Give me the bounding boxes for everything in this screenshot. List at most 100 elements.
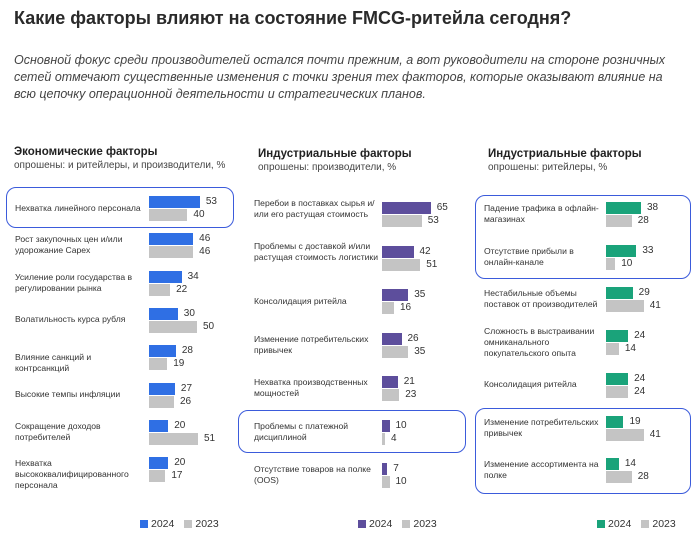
highlight-box [475, 195, 691, 279]
bar-2024 [382, 289, 409, 301]
category-label: Сокращение доходов потребителей [15, 420, 101, 442]
highlight-box [6, 187, 234, 228]
category-label: Падение трафика в офлайн-магазинах [484, 203, 599, 224]
category-label: Изменение ассортимента на полке [484, 459, 599, 481]
chart-title: Индустриальные факторы [488, 148, 642, 160]
legend-swatch [597, 520, 605, 528]
value-label-2024: 10 [395, 419, 407, 431]
category-label: Нестабильные объемы поставок от производ… [484, 288, 598, 310]
value-label-2024: 24 [634, 372, 646, 384]
category-label: Консолидация ритейла [484, 379, 577, 390]
value-label-2024: 21 [403, 376, 415, 387]
category-label: Сложность в выстраивании омниканального … [484, 325, 595, 358]
bar-2024 [382, 463, 388, 475]
value-label-2024: 14 [624, 458, 636, 470]
value-label-2024: 53 [205, 196, 217, 207]
bar-2024 [382, 376, 398, 388]
value-label-2023: 14 [624, 343, 636, 355]
bar-2023 [149, 432, 198, 445]
chart-subtitle: опрошены: производители, % [258, 162, 397, 173]
bar-2024 [149, 419, 169, 432]
legend-swatch [402, 520, 411, 528]
category-label: Изменение потребительских привычек [484, 416, 599, 438]
legend-2023: 2023 [641, 518, 676, 530]
category-label: Консолидация ритейла [254, 295, 347, 306]
category-label: Усиление роли государства в регулировани… [15, 271, 133, 293]
bar-2024 [149, 233, 194, 246]
value-label-2024: 34 [187, 270, 199, 282]
legend-2024: 2024 [358, 518, 392, 530]
category-label: Высокие темпы инфляции [15, 389, 121, 399]
bar-2024 [149, 345, 176, 358]
value-label-2023: 10 [621, 257, 633, 269]
value-label-2023: 26 [179, 395, 192, 407]
bar-2024 [382, 245, 414, 258]
page-title: Какие факторы влияют на состояние FMCG-р… [14, 8, 572, 28]
legend: 2024 2023 [597, 518, 686, 530]
bar-2023 [606, 343, 619, 356]
value-label-2024: 7 [393, 463, 399, 474]
value-label-2023: 16 [400, 302, 412, 313]
bar-2024 [149, 457, 169, 470]
bar-2023 [382, 345, 409, 358]
bar-2023 [606, 385, 629, 398]
legend-label: 2023 [652, 518, 676, 530]
value-label-2023: 22 [176, 283, 188, 295]
value-label-2024: 65 [436, 202, 448, 213]
value-label-2024: 19 [629, 415, 641, 427]
chart-title: Индустриальные факторы [258, 148, 412, 160]
value-label-2023: 51 [203, 432, 216, 444]
bar-2024 [382, 202, 431, 214]
value-label-2024: 30 [183, 307, 195, 319]
category-label: Отсутствие прибыли в онлайн-канале [484, 245, 574, 267]
highlight-box [238, 410, 466, 453]
page-subtitle: Основной фокус среди производителей оста… [14, 53, 666, 101]
bar-2023 [382, 432, 385, 445]
bar-2023 [606, 428, 644, 441]
bar-2023 [382, 258, 421, 271]
value-label-2023: 41 [649, 428, 661, 440]
value-label-2023: 28 [637, 471, 649, 483]
bar-2023 [606, 257, 616, 270]
chart-subtitle: опрошены: и ритейлеры, и производители, … [14, 160, 226, 171]
bar-2023 [149, 395, 174, 408]
bar-2024 [149, 382, 175, 395]
legend-label: 2023 [413, 518, 437, 530]
value-label-2023: 23 [405, 389, 417, 400]
value-label-2023: 24 [634, 385, 646, 397]
chart-subtitle: опрошены: ритейлеры, % [488, 162, 608, 173]
legend-swatch [184, 520, 193, 528]
bar-2023 [149, 358, 168, 371]
bar-2024 [606, 372, 629, 385]
value-label-2024: 27 [180, 382, 193, 394]
bar-2024 [149, 307, 178, 320]
value-label-2023: 51 [426, 258, 438, 270]
legend: 2024 2023 [358, 518, 447, 530]
category-label: Влияние санкций и контрсанкций [15, 351, 92, 373]
bar-2024 [382, 332, 402, 345]
value-label-2023: 46 [199, 246, 211, 258]
value-label-2024: 26 [407, 332, 419, 344]
value-label-2024: 24 [634, 330, 646, 342]
category-label: Изменение потребительских привычек [254, 333, 369, 355]
legend-2023: 2023 [402, 518, 437, 530]
bar-2023 [149, 283, 171, 296]
category-label: Перебои в поставках сырья и/или его раст… [254, 197, 375, 219]
bar-2023 [606, 215, 632, 227]
value-label-2024: 20 [174, 457, 186, 469]
bar-2023 [382, 302, 394, 314]
bar-2024 [606, 415, 624, 428]
value-label-2023: 19 [173, 358, 185, 370]
legend-2024: 2024 [140, 518, 174, 530]
chart-title: Экономические факторы [14, 146, 158, 158]
category-label: Проблемы с доставкой и/или растущая стои… [254, 241, 378, 262]
bar-2024 [606, 202, 641, 214]
value-label-2023: 4 [391, 432, 397, 444]
legend-swatch [140, 520, 148, 528]
bar-2024 [606, 287, 633, 300]
bar-2023 [149, 320, 197, 333]
value-label-2023: 10 [395, 476, 407, 487]
legend-2024: 2024 [597, 518, 631, 530]
value-label-2023: 41 [649, 300, 661, 312]
value-label-2024: 35 [414, 289, 426, 300]
